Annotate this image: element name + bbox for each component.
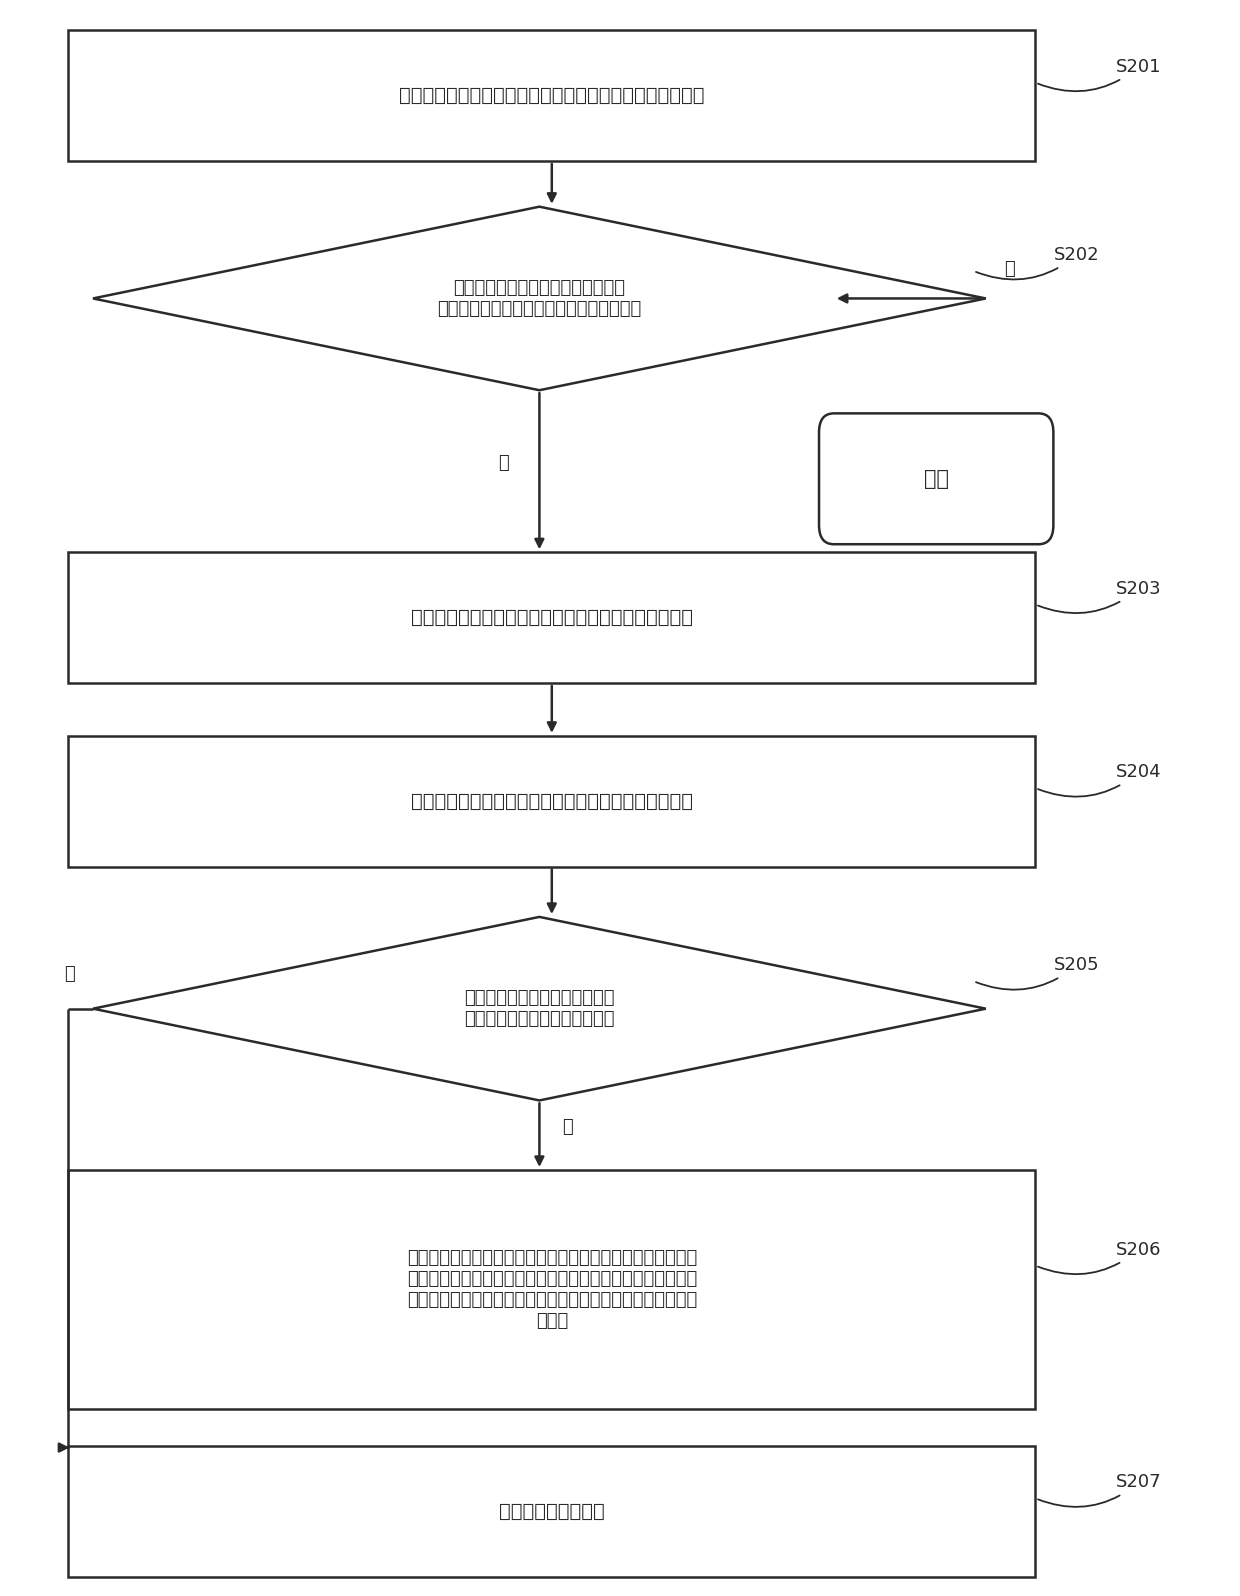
Text: 接收并记录第二次点击操作按下时所对应的第二参数值: 接收并记录第二次点击操作按下时所对应的第二参数值 — [410, 792, 693, 811]
Polygon shape — [93, 916, 986, 1101]
Text: 将定义双击参数值发送至主控电子装置，定义双击参数值为位
于系统双击阈值内的第三参数值，以使得主控电子装置确定第
三参数值位于系统双击阈值内，进而确定从属电子装置: 将定义双击参数值发送至主控电子装置，定义双击参数值为位 于系统双击阈值内的第三参… — [407, 1250, 697, 1329]
FancyBboxPatch shape — [68, 552, 1035, 683]
Text: 确认未发生双击事件: 确认未发生双击事件 — [498, 1502, 605, 1521]
Text: 结束: 结束 — [924, 469, 949, 488]
Text: 接收并记录第一次点击操作按下时所对应的第一参数值: 接收并记录第一次点击操作按下时所对应的第一参数值 — [410, 608, 693, 627]
Text: 是: 是 — [562, 1119, 573, 1136]
Text: S201: S201 — [1038, 57, 1162, 91]
Text: S205: S205 — [976, 956, 1100, 990]
Text: 否: 否 — [1004, 260, 1016, 278]
Polygon shape — [93, 207, 986, 391]
Text: S203: S203 — [1038, 579, 1162, 613]
FancyBboxPatch shape — [68, 736, 1035, 867]
Text: 对比预设双击阈值与系统双击阈值，
判断预设双击阈值是否与系统双击阈值相同: 对比预设双击阈值与系统双击阈值， 判断预设双击阈值是否与系统双击阈值相同 — [438, 279, 641, 318]
FancyBboxPatch shape — [68, 30, 1035, 161]
Text: 获取与从属电子装置对应的预设双击阈值以及系统双击阈值: 获取与从属电子装置对应的预设双击阈值以及系统双击阈值 — [399, 86, 704, 105]
Text: S206: S206 — [1038, 1240, 1162, 1274]
Text: 是: 是 — [497, 455, 508, 472]
Text: 判断第二参数值与第一参数值的
第一差值是否满足预设双击阈值: 判断第二参数值与第一参数值的 第一差值是否满足预设双击阈值 — [464, 990, 615, 1028]
FancyBboxPatch shape — [68, 1170, 1035, 1409]
FancyBboxPatch shape — [68, 1446, 1035, 1577]
Text: S207: S207 — [1038, 1473, 1162, 1507]
Text: S204: S204 — [1038, 763, 1162, 796]
Text: 否: 否 — [63, 966, 74, 983]
FancyBboxPatch shape — [818, 413, 1053, 544]
Text: S202: S202 — [976, 246, 1100, 279]
